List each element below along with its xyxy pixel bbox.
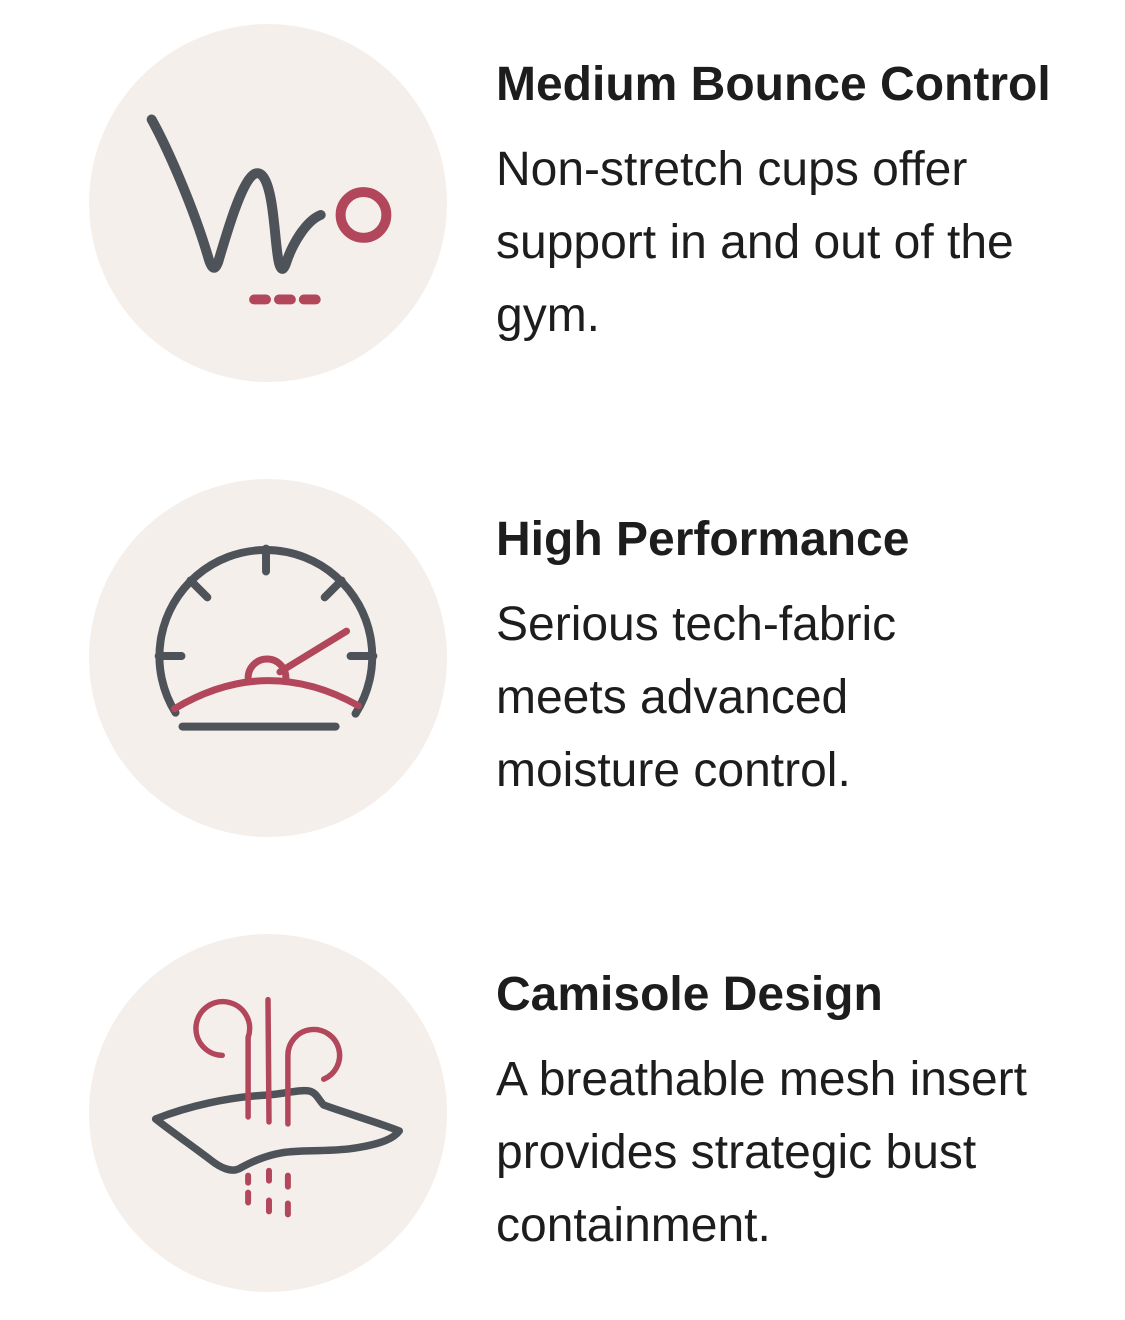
feature-title: High Performance [496, 512, 910, 566]
steam-curl-left [193, 998, 253, 1120]
feature-title: Medium Bounce Control [496, 57, 1051, 111]
fabric-outline [151, 1086, 403, 1174]
feature-text: High Performance Serious tech-fabric mee… [496, 510, 1082, 807]
gauge-ticks [154, 544, 378, 660]
steam-curl-right [285, 1026, 343, 1127]
feature-description-line: Non-stretch cups offer [496, 142, 968, 196]
feature-text: Camisole Design A breathable mesh insert… [496, 965, 1082, 1262]
feature-row-camisole-design: Camisole Design A breathable mesh insert… [89, 931, 1125, 1295]
icon-circle [89, 24, 447, 382]
bounce-icon [89, 24, 447, 382]
bounce-path [146, 114, 326, 274]
icon-circle [89, 934, 447, 1292]
gauge-red-arc [171, 677, 362, 713]
drip-dashes [245, 1167, 291, 1218]
feature-description-line: gym. [496, 288, 601, 342]
icon-circle [89, 479, 447, 837]
feature-description-line: containment. [496, 1198, 771, 1252]
feature-description-line: provides strategic bust [496, 1125, 977, 1179]
feature-row-bounce-control: Medium Bounce Control Non-stretch cups o… [89, 21, 1125, 385]
feature-description-line: support in and out of the [496, 215, 1014, 269]
feature-text: Medium Bounce Control Non-stretch cups o… [496, 55, 1082, 352]
steam-line-middle [265, 996, 272, 1125]
feature-description-line: meets advanced [496, 670, 849, 724]
feature-description-line: moisture control. [496, 743, 851, 797]
feature-row-high-performance: High Performance Serious tech-fabric mee… [89, 476, 1125, 840]
ball-circle [335, 187, 392, 243]
feature-title: Camisole Design [496, 967, 883, 1021]
speedometer-icon [89, 479, 447, 837]
feature-description-line: Serious tech-fabric [496, 597, 897, 651]
gauge-needle [276, 627, 351, 676]
moisture-wicking-fabric-icon [89, 934, 447, 1292]
feature-description-line: A breathable mesh insert [496, 1052, 1027, 1106]
